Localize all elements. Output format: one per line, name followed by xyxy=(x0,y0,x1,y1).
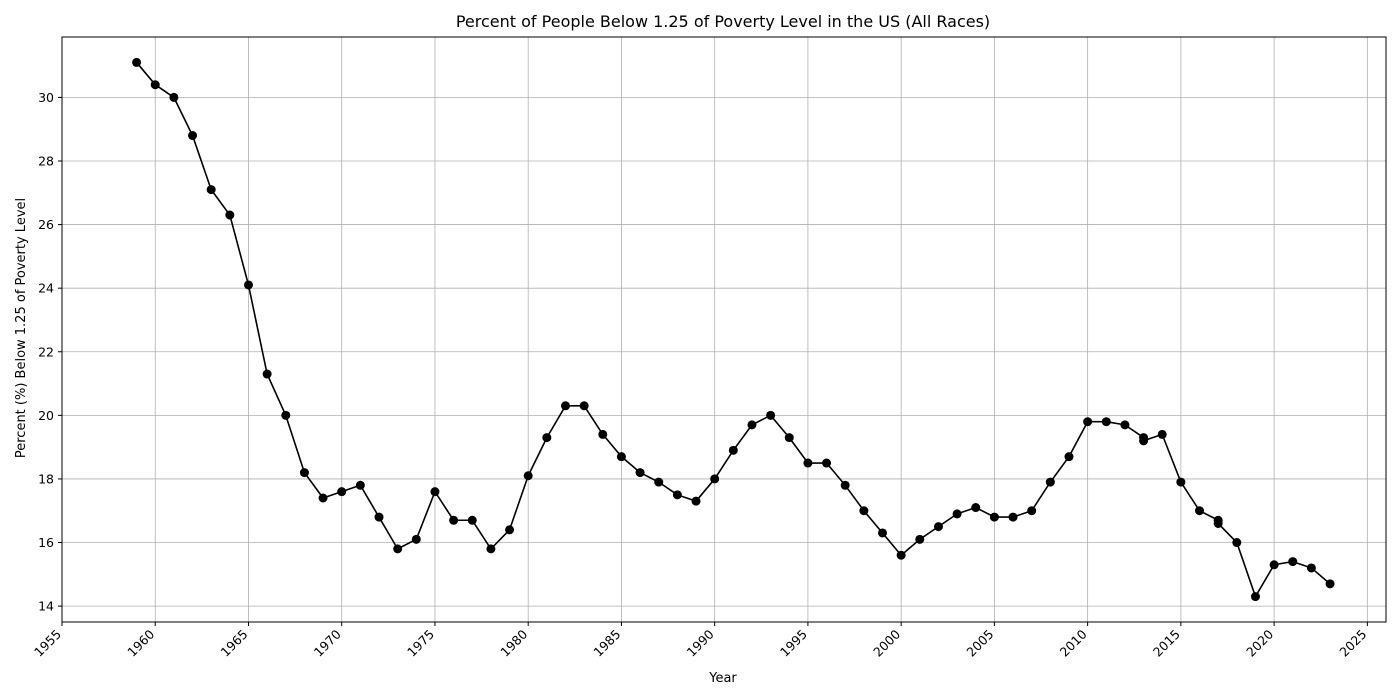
data-point xyxy=(1101,417,1111,427)
data-point xyxy=(1083,417,1093,427)
data-point xyxy=(523,471,533,481)
data-point xyxy=(878,528,888,538)
data-point xyxy=(691,496,701,506)
data-point xyxy=(411,534,421,544)
data-point xyxy=(430,487,440,497)
data-point xyxy=(337,487,347,497)
data-point xyxy=(1064,452,1074,462)
data-point xyxy=(1232,538,1242,548)
data-point xyxy=(803,458,813,468)
data-point xyxy=(449,515,459,525)
data-point xyxy=(206,185,216,195)
y-tick-label: 18 xyxy=(38,471,54,486)
y-axis-title: Percent (%) Below 1.25 of Poverty Level xyxy=(14,198,29,458)
data-point xyxy=(169,92,179,102)
data-point xyxy=(971,503,981,513)
y-axis-ticks: 14 16 18 20 22 24 26 28 30 xyxy=(38,90,62,614)
data-point xyxy=(1306,563,1316,573)
data-point xyxy=(355,480,365,490)
data-point xyxy=(243,280,253,290)
data-point xyxy=(1325,579,1335,589)
data-point xyxy=(952,509,962,519)
data-point xyxy=(374,512,384,522)
data-point xyxy=(1157,429,1167,439)
data-point xyxy=(822,458,832,468)
chart-title: Percent of People Below 1.25 of Poverty … xyxy=(456,12,990,31)
plot-area-frame xyxy=(61,36,1387,623)
data-point xyxy=(1269,560,1279,570)
data-point xyxy=(728,445,738,455)
data-point xyxy=(579,401,589,411)
y-tick-label: 22 xyxy=(38,344,54,359)
data-point xyxy=(1250,592,1260,602)
data-point xyxy=(132,57,142,67)
y-tick-label: 14 xyxy=(38,599,54,614)
y-tick-label: 30 xyxy=(38,90,54,105)
data-point xyxy=(393,544,403,554)
data-point xyxy=(784,433,794,443)
data-point xyxy=(1213,518,1223,528)
data-point xyxy=(598,429,608,439)
data-point xyxy=(989,512,999,522)
data-point xyxy=(635,468,645,478)
data-point xyxy=(766,410,776,420)
data-point xyxy=(654,477,664,487)
data-point xyxy=(915,534,925,544)
data-point xyxy=(486,544,496,554)
y-tick-label: 20 xyxy=(38,408,54,423)
data-point xyxy=(318,493,328,503)
data-point xyxy=(896,550,906,560)
data-point xyxy=(505,525,515,535)
data-point xyxy=(262,369,272,379)
data-point xyxy=(225,210,235,220)
data-point xyxy=(840,480,850,490)
y-tick-label: 24 xyxy=(38,281,54,296)
data-point xyxy=(188,131,198,141)
data-point xyxy=(710,474,720,484)
data-point xyxy=(1120,420,1130,430)
data-point xyxy=(560,401,570,411)
y-tick-label: 16 xyxy=(38,535,54,550)
data-point xyxy=(281,410,291,420)
data-point xyxy=(1176,477,1186,487)
x-axis-title: Year xyxy=(708,671,737,686)
data-point xyxy=(467,515,477,525)
data-series xyxy=(132,57,1335,602)
data-point xyxy=(1008,512,1018,522)
gridlines xyxy=(61,37,1386,622)
data-point xyxy=(747,420,757,430)
data-point xyxy=(672,490,682,500)
data-point xyxy=(1288,557,1298,567)
data-point xyxy=(150,80,160,90)
data-point xyxy=(1027,506,1037,516)
data-point xyxy=(933,522,943,532)
data-point xyxy=(299,468,309,478)
data-point xyxy=(1195,506,1205,516)
data-point xyxy=(542,433,552,443)
data-point xyxy=(1139,436,1149,446)
y-tick-label: 28 xyxy=(38,153,54,168)
data-point xyxy=(1045,477,1055,487)
data-point xyxy=(859,506,869,516)
y-tick-label: 26 xyxy=(38,217,54,232)
data-point xyxy=(616,452,626,462)
